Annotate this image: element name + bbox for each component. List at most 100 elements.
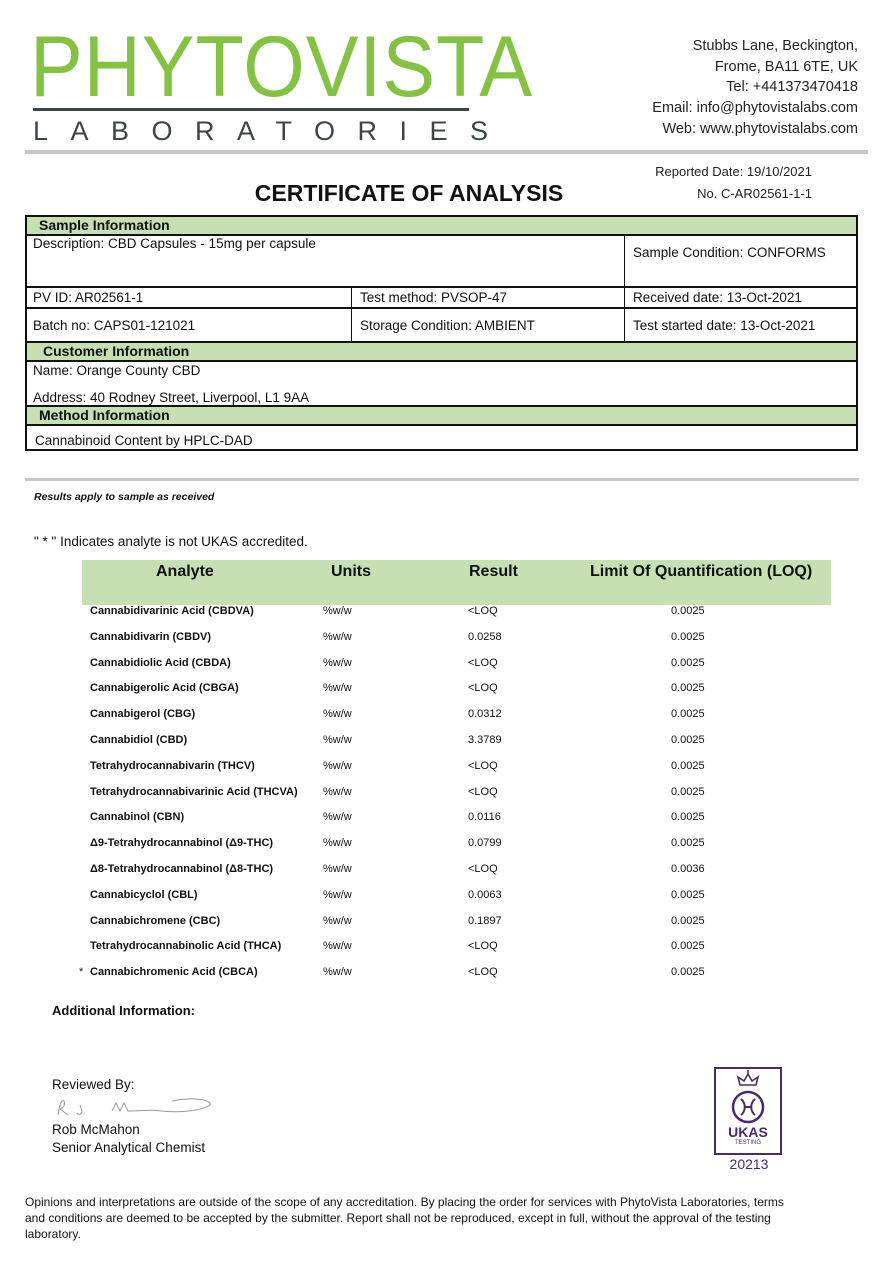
loq: 0.0025 xyxy=(671,759,705,772)
analyte-name: Cannabidivarin (CBDV) xyxy=(90,630,212,643)
customer-information-heading: Customer Information xyxy=(27,341,856,362)
analyte-name: Cannabigerolic Acid (CBGA) xyxy=(90,682,239,695)
analyte-name: Δ9-Tetrahydrocannabinol (Δ9-THC) xyxy=(90,837,274,850)
units: %w/w xyxy=(323,708,352,721)
analyte-name: Cannabidiolic Acid (CBDA) xyxy=(90,656,231,669)
reported-date: Reported Date: 19/10/2021 xyxy=(655,164,812,179)
customer-address: Address: 40 Rodney Street, Liverpool, L1… xyxy=(33,390,310,405)
loq: 0.0025 xyxy=(671,837,705,850)
result: <LOQ xyxy=(468,759,498,772)
table-row: Tetrahydrocannabinolic Acid (THCA) %w/w <L… xyxy=(0,940,894,960)
analyte-name: Cannabigerol (CBG) xyxy=(90,708,196,721)
analyte-name: Cannabidiol (CBD) xyxy=(90,734,188,746)
logo-subtext: LABORATORIES xyxy=(33,116,511,146)
result: <LOQ xyxy=(468,682,498,695)
storage-condition: Storage Condition: AMBIENT xyxy=(360,318,535,333)
loq: 0.0025 xyxy=(671,914,705,927)
units: %w/w xyxy=(323,682,352,695)
loq: 0.0025 xyxy=(671,682,705,695)
additional-information-label: Additional Information: xyxy=(52,1003,195,1018)
analyte-name: Δ8-Tetrahydrocannabinol (Δ8-THC) xyxy=(90,863,274,875)
units: %w/w xyxy=(323,734,352,746)
table-row: Cannabicyclol (CBL) %w/w 0.0063 0.0025 xyxy=(0,889,894,909)
analyte-name: Cannabidivarinic Acid (CBDVA) xyxy=(90,605,254,617)
result: 0.0116 xyxy=(468,811,501,824)
table-row: Tetrahydrocannabivarinic Acid (THCVA) %w/… xyxy=(0,786,894,806)
analyte-name: Tetrahydrocannabinolic Acid (THCA) xyxy=(90,940,282,953)
info-box: Sample Information Description: CBD Caps… xyxy=(25,215,858,451)
received-date: Received date: 13-Oct-2021 xyxy=(633,290,802,305)
test-started-date: Test started date: 13-Oct-2021 xyxy=(633,318,816,333)
table-row: Cannabidiolic Acid (CBDA) %w/w <LOQ 0.0025 xyxy=(0,657,894,677)
pv-id: PV ID: AR02561-1 xyxy=(33,290,144,305)
method-value: Cannabinoid Content by HPLC-DAD xyxy=(35,433,253,448)
result: 3.3789 xyxy=(468,734,502,746)
result: <LOQ xyxy=(468,656,498,669)
batch-number: Batch no: CAPS01-121021 xyxy=(33,318,196,333)
table-row: Cannabidivarinic Acid (CBDVA) %w/w <LOQ 0.0… xyxy=(0,605,894,625)
table-row: Cannabidiol (CBD) %w/w 3.3789 0.0025 xyxy=(0,734,894,754)
logo-rule xyxy=(33,108,469,111)
sample-information-heading: Sample Information xyxy=(27,217,856,236)
analyte-name: Cannabinol (CBN) xyxy=(90,811,185,824)
result: 0.1897 xyxy=(468,914,502,927)
signature xyxy=(52,1093,214,1121)
units: %w/w xyxy=(323,811,352,824)
column-header-analyte: Analyte xyxy=(156,563,214,580)
customer-name: Name: Orange County CBD xyxy=(33,363,201,378)
report-meta: Reported Date: 19/10/2021 No. C-AR02561-… xyxy=(655,161,812,205)
result: <LOQ xyxy=(468,966,498,979)
analyte-name: Cannabichromenic Acid (CBCA) xyxy=(90,966,258,979)
loq: 0.0025 xyxy=(671,708,705,721)
loq: 0.0025 xyxy=(671,888,705,901)
units: %w/w xyxy=(323,630,352,643)
results-table-header: Analyte Units Result Limit Of Quantifica… xyxy=(82,560,831,605)
results-apply-note: Results apply to sample as received xyxy=(34,491,215,503)
analyte-name: Cannabicyclol (CBL) xyxy=(90,888,198,901)
ukas-label: UKAS xyxy=(728,1124,768,1140)
table-row: Cannabigerol (CBG) %w/w 0.0312 0.0025 xyxy=(0,708,894,728)
sample-description: Description: CBD Capsules - 15mg per cap… xyxy=(33,236,316,251)
loq: 0.0025 xyxy=(671,656,705,669)
analyte-name: Cannabichromene (CBC) xyxy=(90,914,221,927)
result: 0.0258 xyxy=(468,630,502,643)
ukas-sub: TESTING xyxy=(734,1140,761,1146)
header-divider xyxy=(25,150,868,154)
result: 0.0312 xyxy=(468,708,502,721)
loq: 0.0025 xyxy=(671,966,705,979)
certificate-number: No. C-AR02561-1-1 xyxy=(697,186,812,201)
ukas-accreditation-note: " * " Indicates analyte is not UKAS accr… xyxy=(34,534,308,549)
analyte-name: Tetrahydrocannabivarinic Acid (THCVA) xyxy=(90,785,298,798)
loq: 0.0036 xyxy=(671,863,705,875)
ukas-number: 20213 xyxy=(729,1156,769,1172)
table-row: Cannabichromene (CBC) %w/w 0.1897 0.0025 xyxy=(0,915,894,935)
ukas-logo: UKAS TESTING xyxy=(714,1067,782,1155)
units: %w/w xyxy=(323,656,352,669)
units: %w/w xyxy=(323,759,352,772)
sample-condition: Sample Condition: CONFORMS xyxy=(633,245,826,260)
result: 0.0799 xyxy=(468,837,502,850)
page-title: CERTIFICATE OF ANALYSIS xyxy=(254,180,564,206)
result: 0.0063 xyxy=(468,888,502,901)
crown-icon xyxy=(731,1070,765,1124)
lab-address: Stubbs Lane, Beckington, Frome, BA11 6TE… xyxy=(652,36,858,140)
loq: 0.0025 xyxy=(671,811,705,824)
units: %w/w xyxy=(323,605,352,617)
column-header-result: Result xyxy=(469,563,518,580)
table-row: Δ8-Tetrahydrocannabinol (Δ8-THC) %w/w <LOQ… xyxy=(0,863,894,883)
table-row: Cannabinol (CBN) %w/w 0.0116 0.0025 xyxy=(0,811,894,831)
analyte-name: Tetrahydrocannabivarin (THCV) xyxy=(90,759,255,772)
reviewed-by-label: Reviewed By: xyxy=(52,1077,135,1092)
section-divider xyxy=(25,478,859,481)
table-row: Cannabigerolic Acid (CBGA) %w/w <LOQ 0.0025 xyxy=(0,682,894,702)
units: %w/w xyxy=(323,940,352,953)
loq: 0.0025 xyxy=(671,630,705,643)
column-header-loq: Limit Of Quantification (LOQ) xyxy=(590,563,813,580)
table-row: * Cannabichromenic Acid (CBCA) %w/w <LOQ 0.0… xyxy=(0,966,894,986)
result: <LOQ xyxy=(468,605,498,617)
result: <LOQ xyxy=(468,863,498,875)
table-row: Tetrahydrocannabivarin (THCV) %w/w <LOQ 0.0… xyxy=(0,760,894,780)
method-information-heading: Method Information xyxy=(27,405,856,426)
phone: Tel: +441373470418 xyxy=(726,79,858,96)
reviewer-name: Rob McMahon xyxy=(52,1122,140,1137)
